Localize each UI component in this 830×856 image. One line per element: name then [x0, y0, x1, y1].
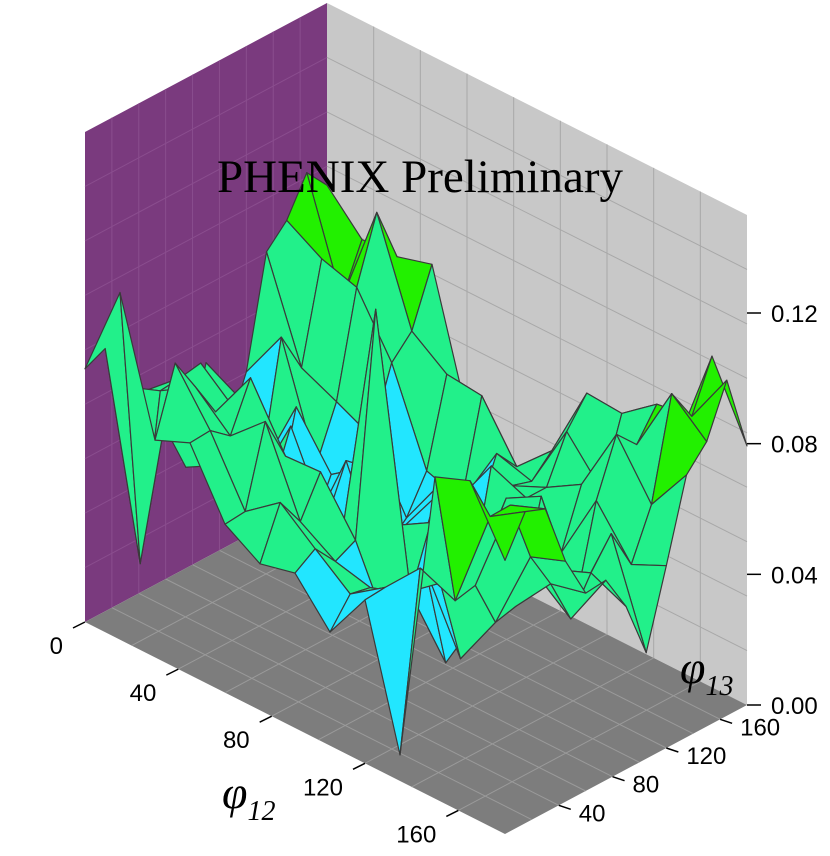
y-axis-ticks: 40 80 120 160 — [558, 714, 780, 827]
surface-patch — [469, 480, 526, 562]
x-tick-mark — [445, 809, 459, 818]
floor-grid-line — [219, 549, 640, 763]
side-grid-line — [84, 165, 328, 296]
z-axis-ticks: 0.00 0.04 0.08 0.12 — [747, 301, 818, 720]
x-tick-label: 40 — [130, 680, 157, 707]
floor-grid-line — [364, 633, 608, 764]
x-tick-mark — [72, 621, 86, 629]
floor-grid-line — [111, 607, 533, 821]
x-tick-label: 120 — [303, 774, 343, 801]
y-tick-label: 120 — [686, 743, 726, 770]
floor-plane — [85, 493, 747, 834]
x-tick-mark — [259, 715, 273, 723]
z-tick-label: 0.12 — [771, 301, 818, 328]
floor-grid-line — [411, 657, 654, 788]
back-grid-line — [326, 111, 748, 325]
x-tick-mark — [165, 668, 179, 676]
z-tick-label: 0.08 — [771, 432, 818, 459]
side-grid-line — [84, 57, 328, 187]
z-tick-label: 0.00 — [771, 693, 818, 720]
x-tick-label: 160 — [396, 821, 436, 848]
floor-grid-line — [458, 681, 701, 811]
floor-grid-line — [318, 610, 561, 741]
back-grid-line — [326, 165, 748, 379]
y-axis-label-subscript: 13 — [705, 671, 733, 702]
y-tick-label: 160 — [740, 714, 780, 741]
z-tick-label: 0.04 — [771, 562, 818, 589]
svg-text:φ12: φ12 — [222, 767, 275, 827]
x-axis-label-subscript: 12 — [247, 796, 275, 827]
y-tick-mark — [612, 775, 625, 782]
surface-mesh — [84, 172, 748, 756]
side-grid-line — [84, 111, 328, 242]
y-axis-label-symbol: φ — [680, 642, 705, 693]
floor-grid-line — [165, 578, 586, 792]
y-tick-label: 40 — [579, 800, 606, 827]
svg-text:φ13: φ13 — [680, 642, 733, 702]
x-tick-mark — [352, 762, 366, 771]
y-axis-label: φ13 — [680, 642, 733, 702]
y-tick-mark — [666, 747, 679, 753]
x-axis-label: φ12 — [222, 767, 275, 827]
x-axis-label-symbol: φ — [222, 767, 247, 818]
x-tick-label: 80 — [223, 727, 250, 754]
y-tick-label: 80 — [633, 772, 660, 799]
y-tick-mark — [558, 804, 572, 811]
chart-title: PHENIX Preliminary — [217, 151, 623, 203]
y-tick-mark — [719, 718, 733, 725]
floor-grid-line — [138, 592, 560, 806]
x-axis-ticks: 0 40 80 120 160 — [50, 621, 459, 848]
x-tick-label: 0 — [50, 633, 63, 660]
back-grid-line — [326, 56, 748, 270]
